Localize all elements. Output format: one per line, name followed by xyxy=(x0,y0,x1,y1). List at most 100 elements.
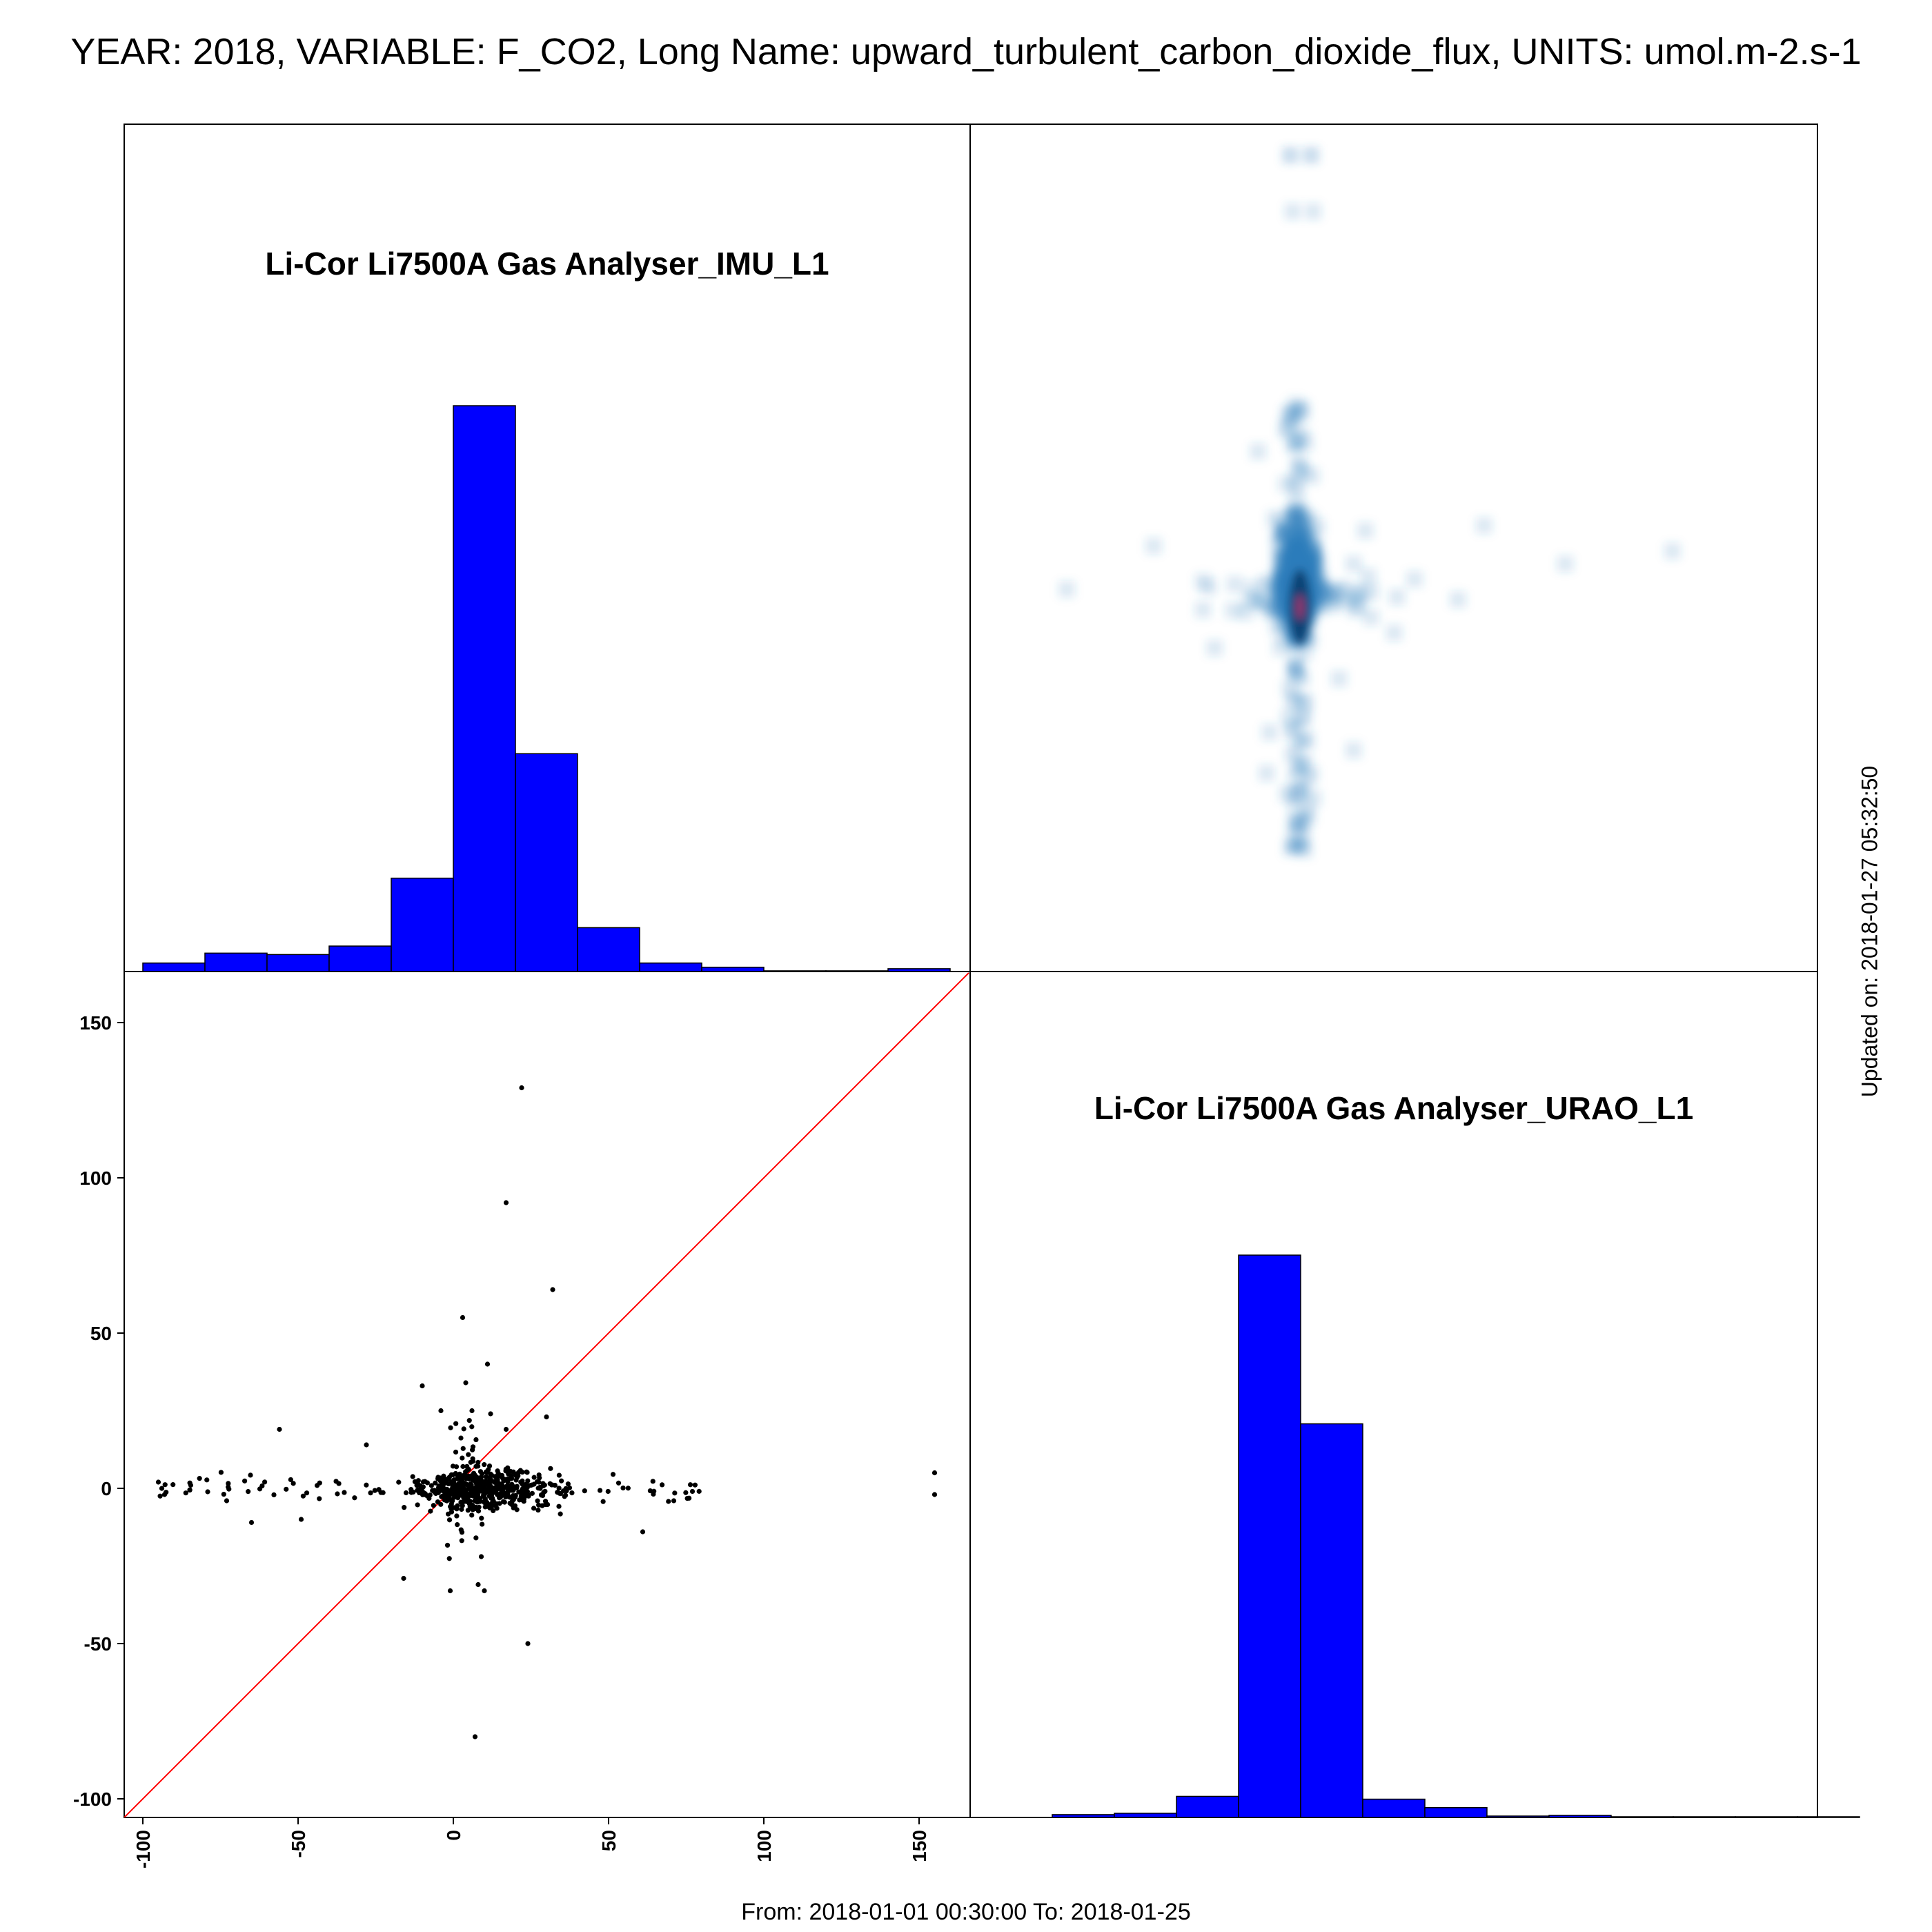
scatter-point xyxy=(544,1414,549,1420)
density-cell xyxy=(1285,694,1302,711)
density-cell xyxy=(1330,670,1348,687)
density-cell xyxy=(1475,517,1492,534)
scatter-point xyxy=(499,1483,504,1489)
density-cell xyxy=(1290,503,1308,520)
scatter-point xyxy=(473,1486,478,1492)
scatter-point xyxy=(224,1498,230,1504)
density-cell xyxy=(1250,443,1267,460)
scatter-point xyxy=(317,1496,322,1501)
scatter-point xyxy=(469,1483,474,1489)
scatter-point xyxy=(442,1490,448,1496)
scatter-point xyxy=(470,1444,476,1450)
scatter-point xyxy=(503,1200,509,1205)
scatter-point xyxy=(157,1493,163,1499)
scatter-point xyxy=(205,1489,210,1495)
scatter-point xyxy=(464,1473,470,1479)
scatter-point xyxy=(335,1491,340,1497)
scatter-point xyxy=(542,1488,548,1494)
scatter-point xyxy=(380,1490,386,1495)
scatter-point xyxy=(525,1478,531,1483)
scatter-point xyxy=(531,1475,537,1480)
scatter-point xyxy=(556,1486,562,1491)
y-tick-label: 100 xyxy=(79,1167,112,1189)
x-tick-label: 100 xyxy=(753,1830,775,1862)
scatter-point xyxy=(931,1470,938,1476)
scatter-point xyxy=(412,1479,418,1485)
scatter-point xyxy=(453,1449,459,1455)
scatter-point xyxy=(454,1506,460,1512)
scatter-point xyxy=(438,1408,444,1414)
scatter-point xyxy=(464,1468,470,1473)
scatter-point xyxy=(221,1491,226,1497)
scatter-point xyxy=(410,1474,415,1479)
scatter-point xyxy=(433,1490,439,1497)
histogram-bar xyxy=(577,927,640,972)
scatter-point xyxy=(466,1452,471,1457)
density-cell xyxy=(1284,203,1301,220)
scatter-point xyxy=(687,1495,692,1501)
density-cell xyxy=(1557,555,1574,573)
density-peak xyxy=(1297,595,1303,620)
scatter-point xyxy=(475,1492,481,1498)
scatter-point xyxy=(564,1488,569,1494)
scatter-point xyxy=(496,1495,502,1501)
density-cell xyxy=(1295,709,1312,726)
scatter-point xyxy=(342,1490,347,1495)
scatter-point xyxy=(479,1515,484,1521)
scatter-point xyxy=(474,1478,480,1483)
scatter-point xyxy=(491,1498,496,1504)
scatter-point xyxy=(488,1477,493,1482)
figure-title: YEAR: 2018, VARIABLE: F_CO2, Long Name: … xyxy=(70,31,1862,72)
scatter-point xyxy=(503,1426,509,1432)
scatter-point xyxy=(507,1500,513,1506)
density-cell xyxy=(1297,538,1314,555)
panel-title-imu: Li-Cor Li7500A Gas Analyser_IMU_L1 xyxy=(265,246,829,282)
scatter-point xyxy=(450,1484,456,1490)
histogram-bar xyxy=(266,954,330,972)
scatter-point xyxy=(300,1493,306,1499)
density-cell xyxy=(1281,709,1298,726)
scatter-point xyxy=(536,1472,542,1478)
scatter-point xyxy=(651,1488,657,1494)
scatter-point xyxy=(288,1477,293,1483)
scatter-point xyxy=(460,1455,465,1461)
scatter-point xyxy=(470,1507,475,1512)
scatter-point xyxy=(519,1085,524,1091)
y-tick-label: -50 xyxy=(84,1633,112,1655)
histogram-bar xyxy=(1486,1815,1550,1818)
density-cell xyxy=(1288,433,1305,451)
scatter-point xyxy=(931,1492,938,1497)
scatter-point xyxy=(671,1498,677,1504)
scatter-point xyxy=(336,1481,342,1486)
scatter-point xyxy=(484,1361,491,1367)
scatter-point xyxy=(415,1488,420,1493)
x-tick-label: 0 xyxy=(443,1830,464,1841)
scatter-point xyxy=(271,1492,277,1498)
scatter-point xyxy=(562,1494,567,1499)
scatter-point xyxy=(512,1503,518,1508)
density-cell xyxy=(1261,602,1278,619)
scatter-point xyxy=(486,1463,493,1469)
y-tick-label: 50 xyxy=(90,1323,112,1344)
scatter-point xyxy=(615,1480,622,1486)
scatter-point xyxy=(448,1491,455,1497)
histogram-bar xyxy=(1548,1815,1612,1818)
scatter-point xyxy=(483,1478,489,1483)
density-cell xyxy=(1282,147,1299,164)
density-cell xyxy=(1237,603,1254,620)
scatter-point xyxy=(431,1503,436,1508)
scatter-point xyxy=(508,1468,513,1474)
scatter-point xyxy=(440,1486,446,1492)
scatter-point xyxy=(683,1490,689,1495)
scatter-point xyxy=(424,1480,430,1486)
histogram-bar xyxy=(639,962,702,972)
scatter-point xyxy=(364,1482,369,1488)
scatter-point xyxy=(453,1421,459,1426)
scatter-point xyxy=(226,1484,231,1490)
density-cell xyxy=(1226,575,1243,593)
density-plot xyxy=(1058,147,1681,858)
scatter-point xyxy=(441,1473,446,1479)
scatter-point xyxy=(514,1507,520,1512)
scatter-point xyxy=(448,1425,453,1430)
